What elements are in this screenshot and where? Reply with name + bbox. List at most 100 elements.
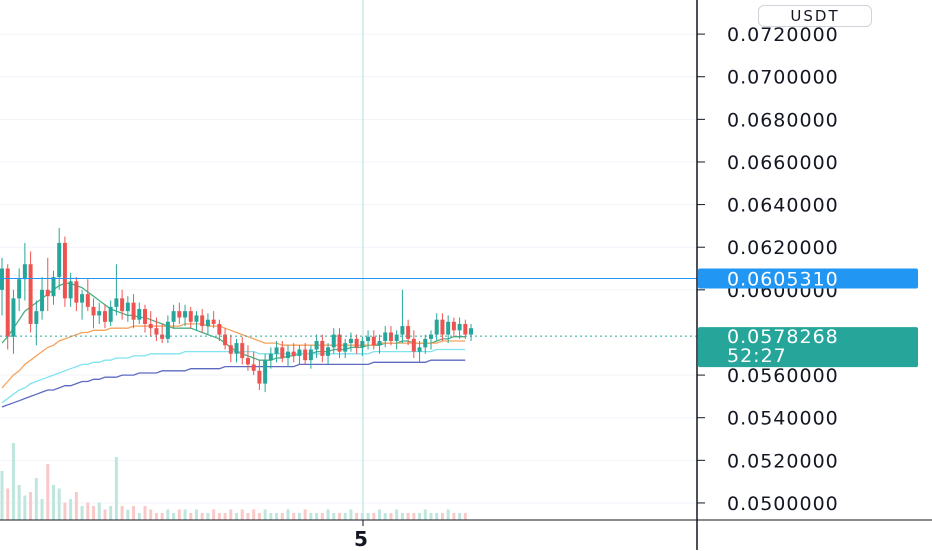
volume-bar bbox=[435, 513, 439, 520]
candle-body bbox=[268, 353, 273, 361]
candle-body bbox=[102, 311, 107, 322]
volume-bar bbox=[378, 509, 382, 520]
bar-countdown-label: 52:27 bbox=[727, 345, 787, 367]
moving-average-line bbox=[1, 348, 466, 404]
volume-bar bbox=[315, 513, 319, 520]
candle-body bbox=[343, 343, 348, 352]
candle-body bbox=[314, 340, 319, 350]
volume-bar bbox=[17, 485, 21, 520]
price-tick-label: 0.0620000 bbox=[727, 237, 839, 259]
price-tick-label: 0.0500000 bbox=[727, 493, 839, 515]
volume-bar bbox=[160, 513, 164, 520]
price-tick-label: 0.0560000 bbox=[727, 365, 839, 387]
volume-bar bbox=[400, 513, 404, 520]
candle-body bbox=[308, 349, 313, 361]
candle-body bbox=[148, 323, 153, 329]
candle-body bbox=[17, 279, 22, 299]
volume-bar bbox=[446, 509, 450, 520]
time-axis-label: 5 bbox=[354, 527, 368, 551]
candle-body bbox=[303, 349, 308, 361]
candle-body bbox=[234, 343, 239, 354]
candle-body bbox=[457, 323, 462, 331]
volume-bar bbox=[320, 513, 324, 520]
volume-bar bbox=[172, 513, 176, 520]
volume-bar bbox=[126, 509, 130, 520]
volume-bar bbox=[423, 509, 427, 520]
volume-bar bbox=[286, 509, 290, 520]
volume-bar bbox=[189, 513, 193, 520]
volume-bar bbox=[74, 492, 78, 520]
candle-body bbox=[205, 319, 210, 327]
candle-body bbox=[74, 281, 79, 303]
volume-bar bbox=[200, 513, 204, 520]
price-tick-label: 0.0520000 bbox=[727, 450, 839, 472]
candle-body bbox=[446, 321, 451, 335]
volume-bar bbox=[97, 502, 101, 520]
volume-bar bbox=[269, 513, 273, 520]
volume-bar bbox=[34, 478, 38, 520]
volume-bar bbox=[183, 509, 187, 520]
volume-bar bbox=[132, 506, 136, 520]
volume-bar bbox=[343, 513, 347, 520]
volume-bar bbox=[326, 509, 330, 520]
currency-unit-button[interactable]: USDT bbox=[758, 5, 872, 27]
candle-body bbox=[160, 334, 165, 339]
volume-bar bbox=[166, 509, 170, 520]
candle-body bbox=[120, 298, 125, 312]
candle-body bbox=[417, 347, 422, 352]
volume-bar bbox=[252, 509, 256, 520]
volume-bar bbox=[63, 502, 67, 520]
volume-bars bbox=[0, 443, 467, 520]
volume-bar bbox=[223, 513, 227, 520]
candle-body bbox=[91, 306, 96, 316]
candle-body bbox=[423, 338, 428, 348]
volume-bar bbox=[412, 513, 416, 520]
price-tick-label: 0.0660000 bbox=[727, 152, 839, 174]
candle-body bbox=[394, 334, 399, 341]
volume-bar bbox=[11, 443, 15, 520]
price-tick-label: 0.0700000 bbox=[727, 67, 839, 89]
price-tick-label: 0.0640000 bbox=[727, 195, 839, 217]
candle-body bbox=[406, 326, 411, 339]
volume-bar bbox=[360, 513, 364, 520]
volume-bar bbox=[149, 509, 153, 520]
candle-body bbox=[257, 370, 262, 384]
candle-body bbox=[177, 311, 182, 318]
candle-body bbox=[85, 294, 90, 307]
volume-bar bbox=[235, 513, 239, 520]
candle-body bbox=[165, 321, 170, 339]
volume-bar bbox=[23, 495, 27, 520]
candle-body bbox=[40, 289, 45, 312]
volume-bar bbox=[120, 506, 124, 520]
volume-bar bbox=[275, 513, 279, 520]
candle-body bbox=[331, 334, 336, 348]
candle-body bbox=[286, 351, 290, 359]
candle-body bbox=[223, 334, 228, 346]
candle-body bbox=[188, 311, 193, 322]
candle-body bbox=[280, 347, 285, 359]
price-tick-label: 0.0680000 bbox=[727, 109, 839, 131]
volume-bar bbox=[452, 513, 456, 520]
volume-bar bbox=[337, 513, 341, 520]
volume-bar bbox=[29, 492, 33, 520]
volume-bar bbox=[240, 509, 244, 520]
alert-price-tag bbox=[698, 268, 918, 289]
volume-bar bbox=[263, 509, 267, 520]
price-tick-label: 0.0540000 bbox=[727, 408, 839, 430]
volume-bar bbox=[349, 509, 353, 520]
volume-bar bbox=[303, 509, 307, 520]
candle-body bbox=[320, 340, 325, 356]
candle-body bbox=[5, 268, 10, 337]
candle-body bbox=[51, 277, 56, 297]
candle-body bbox=[411, 338, 416, 352]
candle-body bbox=[183, 311, 188, 318]
candle-body bbox=[228, 345, 233, 354]
volume-bar bbox=[355, 513, 359, 520]
alert-price-tag-label: 0.0605310 bbox=[727, 269, 839, 291]
candle-body bbox=[469, 328, 474, 335]
moving-averages bbox=[1, 282, 466, 408]
candle-body bbox=[217, 323, 222, 335]
volume-bar bbox=[177, 509, 181, 520]
